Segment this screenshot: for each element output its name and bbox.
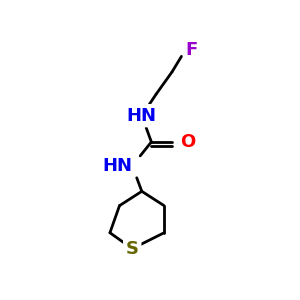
Text: HN: HN [102,157,132,175]
Text: HN: HN [127,107,157,125]
Text: F: F [186,40,198,58]
Text: O: O [180,133,195,151]
Text: S: S [126,240,139,258]
